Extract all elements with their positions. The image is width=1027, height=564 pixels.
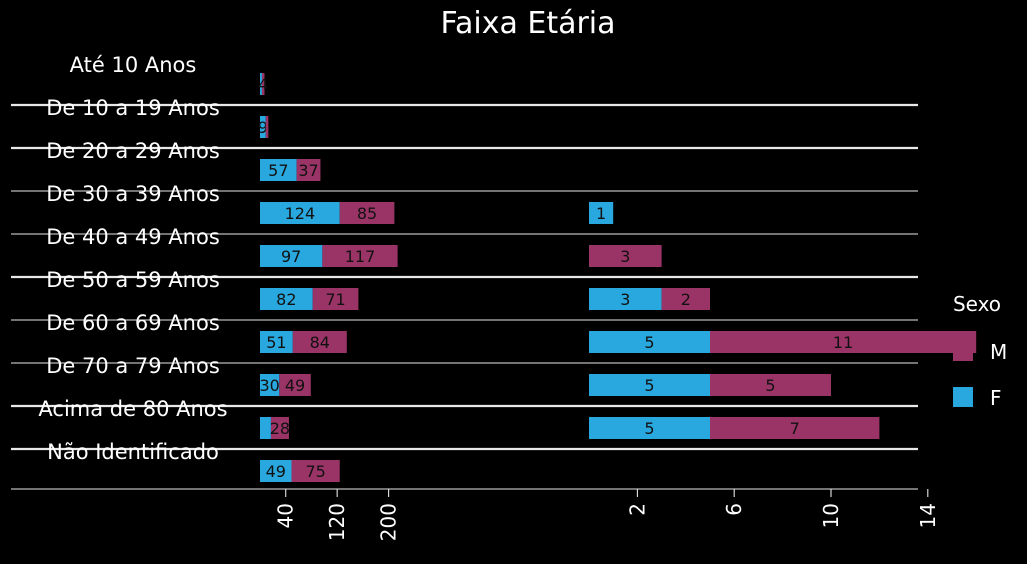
data-label: 82 bbox=[276, 290, 296, 309]
data-label: 2 bbox=[681, 290, 691, 309]
bar-m bbox=[279, 374, 311, 396]
category-label: Não Identificado bbox=[47, 440, 219, 464]
bar-f bbox=[589, 331, 710, 353]
bar-f bbox=[589, 288, 662, 310]
bar-m bbox=[661, 288, 710, 310]
bar-f bbox=[260, 460, 292, 482]
bar-m bbox=[291, 460, 340, 482]
bar-m bbox=[292, 331, 347, 353]
tick-label: 200 bbox=[377, 503, 401, 541]
bar-f bbox=[260, 73, 262, 95]
data-label: 5 bbox=[644, 419, 654, 438]
category-label: Até 10 Anos bbox=[70, 53, 197, 77]
legend: Sexo MF bbox=[953, 292, 1007, 410]
bar-m bbox=[710, 417, 880, 439]
data-label: 4 bbox=[258, 75, 268, 94]
bar-m bbox=[296, 159, 321, 181]
category-label: Acima de 80 Anos bbox=[38, 397, 227, 421]
category-label: De 10 a 19 Anos bbox=[46, 96, 220, 120]
bar-m bbox=[312, 288, 359, 310]
data-label: 7 bbox=[790, 419, 800, 438]
tick-label: 10 bbox=[819, 503, 843, 528]
tick-label: 120 bbox=[325, 503, 349, 541]
bar-f bbox=[589, 202, 614, 224]
bar-f bbox=[589, 417, 710, 439]
tick-label: 6 bbox=[722, 503, 746, 516]
data-label: 30 bbox=[259, 376, 279, 395]
data-label: 75 bbox=[305, 462, 325, 481]
data-label: 71 bbox=[325, 290, 345, 309]
category-label: De 50 a 59 Anos bbox=[46, 268, 220, 292]
data-label: 3 bbox=[620, 247, 630, 266]
data-label: 28 bbox=[270, 419, 290, 438]
category-label: De 60 a 69 Anos bbox=[46, 311, 220, 335]
category-label: De 40 a 49 Anos bbox=[46, 225, 220, 249]
data-label: 5 bbox=[644, 376, 654, 395]
data-label: 57 bbox=[268, 161, 288, 180]
tick-label: 40 bbox=[274, 503, 298, 528]
row-separators bbox=[11, 103, 918, 490]
bar-m bbox=[589, 245, 662, 267]
data-label: 5 bbox=[644, 333, 654, 352]
data-label: 9 bbox=[258, 118, 268, 137]
data-label: 11 bbox=[833, 333, 853, 352]
category-label: De 30 a 39 Anos bbox=[46, 182, 220, 206]
legend-label-m: M bbox=[990, 340, 1007, 364]
category-label: De 70 a 79 Anos bbox=[46, 354, 220, 378]
data-label: 124 bbox=[285, 204, 316, 223]
bar-m bbox=[261, 73, 265, 95]
category-label: De 20 a 29 Anos bbox=[46, 139, 220, 163]
bar-m bbox=[710, 374, 831, 396]
bar-m bbox=[270, 417, 289, 439]
legend-label-f: F bbox=[990, 386, 1002, 410]
bar-m bbox=[265, 116, 269, 138]
tick-label: 2 bbox=[625, 503, 649, 516]
tick-label: 14 bbox=[916, 503, 940, 528]
bar-m bbox=[339, 202, 395, 224]
category-labels: Até 10 Anos De 10 a 19 Anos De 20 a 29 Ano… bbox=[38, 53, 227, 464]
data-label: 49 bbox=[266, 462, 286, 481]
bar-m bbox=[322, 245, 398, 267]
data-label: 85 bbox=[357, 204, 377, 223]
bar-f bbox=[260, 245, 323, 267]
x-axis: 40 120 200 2 6 10 14 bbox=[274, 489, 940, 541]
bar-f bbox=[260, 331, 293, 353]
bar-f bbox=[260, 202, 340, 224]
bar-f bbox=[260, 374, 280, 396]
panel-right: 1 3 3 2 5 11 5 5 5 7 bbox=[589, 202, 977, 439]
bar-f bbox=[260, 288, 313, 310]
data-label: 5 bbox=[765, 376, 775, 395]
bar-f bbox=[260, 116, 266, 138]
legend-swatch-m bbox=[953, 341, 973, 361]
data-label: 51 bbox=[266, 333, 286, 352]
data-label: 49 bbox=[285, 376, 305, 395]
data-label: 84 bbox=[310, 333, 330, 352]
bar-f bbox=[589, 374, 710, 396]
bar-f bbox=[260, 159, 297, 181]
data-label: 3 bbox=[620, 290, 630, 309]
bar-m bbox=[710, 331, 977, 353]
legend-swatch-f bbox=[953, 387, 973, 407]
data-label: 117 bbox=[345, 247, 376, 266]
data-label: 37 bbox=[298, 161, 318, 180]
legend-title: Sexo bbox=[953, 292, 1001, 316]
data-label: 97 bbox=[281, 247, 301, 266]
chart-title: Faixa Etária bbox=[440, 6, 615, 41]
bar-f bbox=[260, 417, 271, 439]
data-label: 1 bbox=[596, 204, 606, 223]
